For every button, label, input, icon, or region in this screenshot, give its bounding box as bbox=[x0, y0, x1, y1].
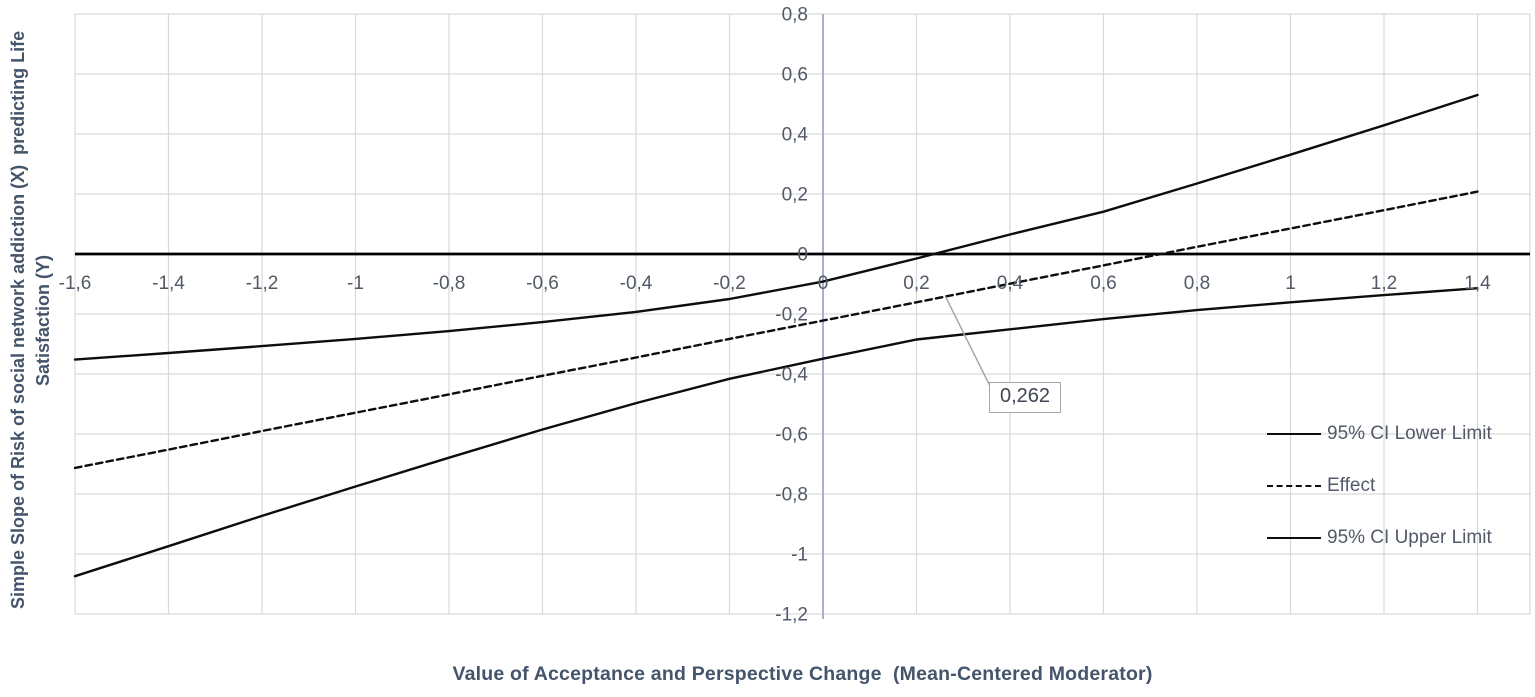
legend-label: 95% CI Lower Limit bbox=[1327, 423, 1492, 444]
x-tick-label: 1,4 bbox=[1464, 273, 1491, 294]
series-95-ci-upper-limit bbox=[73, 93, 1479, 361]
y-tick-label: 0,2 bbox=[782, 185, 808, 206]
x-tick-label: 0 bbox=[818, 273, 829, 294]
x-tick-label: 0,6 bbox=[1090, 273, 1116, 294]
callout-leader-line bbox=[944, 296, 991, 387]
x-tick-label: 0,2 bbox=[903, 273, 929, 294]
legend-item-effect: Effect bbox=[1267, 460, 1492, 512]
y-tick-label: 0 bbox=[797, 245, 808, 266]
y-tick-label: -1 bbox=[791, 545, 808, 566]
x-tick-label: -1,2 bbox=[246, 273, 279, 294]
legend-item-upper-limit: 95% CI Upper Limit bbox=[1267, 512, 1492, 564]
legend-line-sample-dashed-icon bbox=[1267, 485, 1321, 487]
legend-line-sample-solid-icon bbox=[1267, 433, 1321, 435]
y-axis-title-line1: Simple Slope of Risk of social network a… bbox=[8, 30, 28, 610]
y-tick-label: 0,8 bbox=[782, 5, 808, 26]
data-label-callout: 0,262 bbox=[989, 382, 1062, 413]
x-axis-title: Value of Acceptance and Perspective Chan… bbox=[452, 663, 1153, 685]
x-tick-label: 0,4 bbox=[997, 273, 1024, 294]
x-tick-label: 1 bbox=[1285, 273, 1296, 294]
y-tick-label: 0,4 bbox=[782, 125, 809, 146]
legend-label: 95% CI Upper Limit bbox=[1327, 527, 1492, 548]
x-tick-label: -0,8 bbox=[433, 273, 466, 294]
legend-line-sample-solid-icon bbox=[1267, 537, 1321, 539]
series-95-ci-lower-limit bbox=[73, 287, 1479, 578]
y-tick-label: -0,6 bbox=[775, 425, 808, 446]
x-tick-label: -1,6 bbox=[59, 273, 92, 294]
series-effect bbox=[73, 190, 1479, 470]
x-tick-label: 0,8 bbox=[1184, 273, 1210, 294]
x-tick-label: -1 bbox=[347, 273, 364, 294]
y-tick-label: 0,6 bbox=[782, 65, 808, 86]
legend-item-lower-limit: 95% CI Lower Limit bbox=[1267, 408, 1492, 460]
y-axis-title-line2: Satisfaction (Y) bbox=[33, 254, 53, 386]
y-tick-label: -0,2 bbox=[775, 305, 808, 326]
x-tick-label: -1,4 bbox=[152, 273, 185, 294]
x-tick-label: -0,4 bbox=[620, 273, 653, 294]
x-tick-label: 1,2 bbox=[1371, 273, 1397, 294]
y-tick-label: -0,8 bbox=[775, 485, 808, 506]
legend: 95% CI Lower Limit Effect 95% CI Upper L… bbox=[1267, 408, 1492, 564]
y-tick-label: -1,2 bbox=[775, 605, 808, 626]
x-tick-label: -0,6 bbox=[526, 273, 559, 294]
legend-label: Effect bbox=[1327, 475, 1376, 496]
x-tick-label: -0,2 bbox=[713, 273, 746, 294]
y-tick-label: -0,4 bbox=[775, 365, 808, 386]
